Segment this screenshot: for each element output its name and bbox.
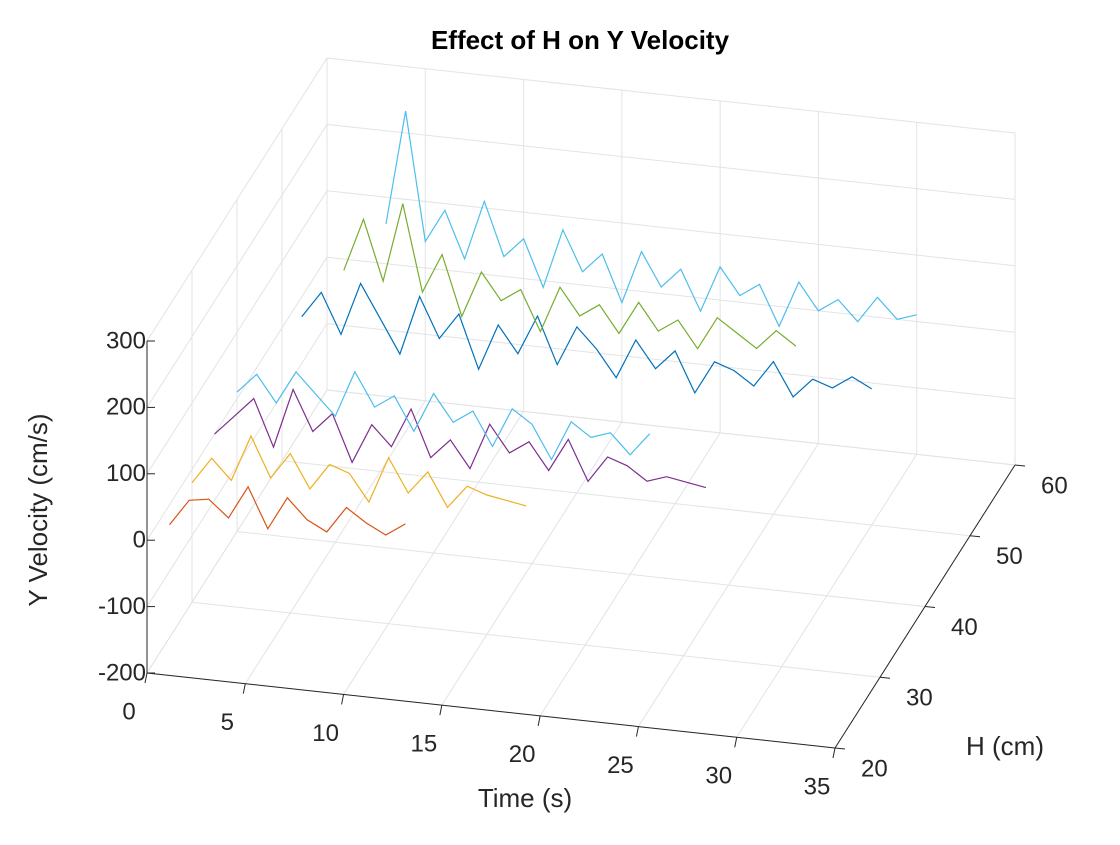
series-line (214, 387, 707, 489)
y-tick-label: 40 (951, 614, 978, 641)
grid-line (146, 323, 328, 607)
grid-line (236, 531, 926, 607)
grid-line (326, 323, 1016, 400)
grid-line (146, 256, 328, 541)
z-tick-label: 200 (106, 394, 146, 421)
z-tick-label: 0 (133, 527, 146, 554)
series-line (169, 485, 406, 536)
grid-line (146, 57, 328, 342)
x-axis (146, 672, 836, 749)
grid-line (326, 190, 1016, 267)
grid-line (326, 57, 1016, 134)
x-tick (242, 683, 246, 694)
series-line (385, 110, 917, 328)
y-tick (834, 747, 846, 750)
x-axis-label: Time (s) (478, 783, 572, 813)
x-tick-label: 0 (122, 698, 135, 725)
grid-line (191, 601, 881, 678)
grid-line (146, 190, 328, 475)
y-tick (1014, 464, 1026, 467)
x-tick (341, 694, 345, 705)
grid-line (146, 389, 328, 674)
series-line (301, 281, 873, 398)
z-axis-label: Y Velocity (cm/s) (23, 413, 53, 606)
x-tick (439, 705, 443, 716)
y-axis-label: H (cm) (966, 731, 1044, 761)
grid-line (326, 256, 1016, 333)
x-tick-label: 5 (221, 709, 234, 736)
y-tick-label: 50 (996, 543, 1023, 570)
x-tick-label: 25 (607, 752, 634, 779)
chart-title: Effect of H on Y Velocity (431, 25, 730, 55)
y-tick-label: 20 (861, 755, 888, 782)
series-line (191, 434, 527, 509)
x-tick (832, 747, 836, 759)
x-tick (144, 672, 148, 684)
x-tick-label: 10 (312, 720, 339, 747)
series-line (343, 203, 797, 350)
x-tick-label: 30 (705, 763, 732, 790)
grid-line (326, 389, 1016, 466)
z-tick-label: 100 (106, 460, 146, 487)
z-tick-label: 300 (106, 327, 146, 354)
x-tick (734, 737, 738, 748)
z-tick-label: -100 (98, 593, 146, 620)
y-tick-label: 60 (1041, 472, 1068, 499)
grid-line (146, 124, 328, 408)
x-tick (537, 715, 541, 726)
y-tick (924, 606, 936, 608)
grid-line (326, 123, 1016, 200)
z-tick-label: -200 (98, 659, 146, 686)
x-tick-label: 20 (509, 741, 536, 768)
x-tick-label: 15 (411, 730, 438, 757)
grid-line (281, 460, 971, 537)
y-tick (969, 535, 981, 538)
y-tick (879, 676, 891, 679)
x-tick (635, 726, 639, 737)
y-tick-label: 30 (906, 685, 933, 712)
x-tick-label: 35 (804, 773, 831, 800)
series-line (236, 370, 651, 461)
